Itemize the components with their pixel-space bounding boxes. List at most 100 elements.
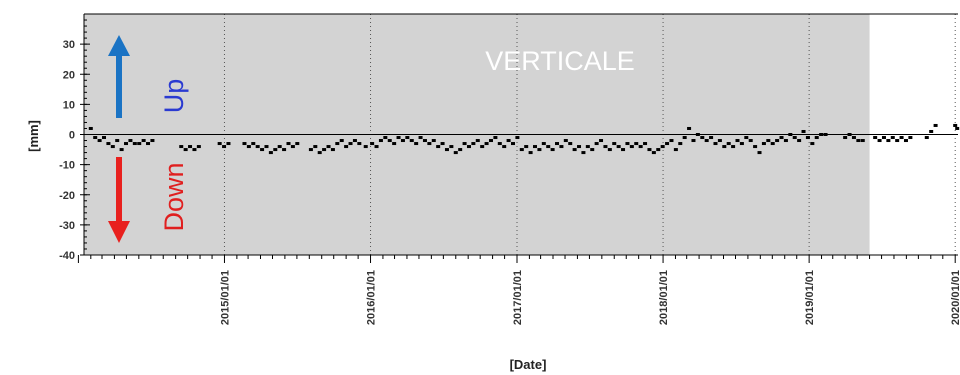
data-point <box>805 136 810 140</box>
data-point <box>188 145 193 149</box>
data-point <box>546 145 551 149</box>
data-point <box>493 136 498 140</box>
data-point <box>563 139 568 143</box>
data-point <box>761 142 766 146</box>
data-point <box>295 142 300 146</box>
data-point <box>222 145 227 149</box>
data-point <box>843 136 848 140</box>
data-point <box>246 145 251 149</box>
data-point <box>713 142 718 146</box>
data-point <box>110 145 115 149</box>
data-point <box>396 136 401 140</box>
x-tick-label: 2020/01/01 <box>950 270 960 325</box>
y-tick-label: -20 <box>59 190 75 202</box>
data-point <box>383 136 388 140</box>
data-point <box>251 142 256 146</box>
up-arrow-head <box>108 35 130 56</box>
data-point <box>585 145 590 149</box>
data-point <box>115 139 120 143</box>
data-point <box>634 142 639 146</box>
data-points <box>88 123 960 155</box>
data-point <box>405 136 410 140</box>
data-point <box>192 148 197 152</box>
data-point <box>873 136 878 140</box>
x-axis-title: [Date] <box>510 357 547 372</box>
data-point <box>691 139 696 143</box>
data-point <box>440 142 445 146</box>
data-point <box>955 126 960 130</box>
data-point <box>801 129 806 133</box>
axis-layer <box>77 13 958 263</box>
data-point <box>378 139 383 143</box>
data-point <box>537 148 542 152</box>
data-point <box>132 142 137 146</box>
x-tick-label: 2015/01/01 <box>219 270 231 325</box>
data-point <box>881 136 886 140</box>
data-point <box>497 142 502 146</box>
data-point <box>524 145 529 149</box>
data-point <box>550 148 555 152</box>
data-point <box>629 145 634 149</box>
data-point <box>124 142 129 146</box>
data-point <box>860 139 865 143</box>
data-point <box>475 139 480 143</box>
data-point <box>444 148 449 152</box>
y-axis-title: [mm] <box>26 120 41 152</box>
data-point <box>106 142 111 146</box>
data-point <box>682 136 687 140</box>
data-point <box>739 142 744 146</box>
data-point <box>717 139 722 143</box>
down-arrow-head <box>108 221 130 243</box>
data-point <box>647 148 652 152</box>
data-point <box>313 145 318 149</box>
data-point <box>93 136 98 140</box>
y-tick-label: 20 <box>63 69 75 81</box>
data-point <box>137 142 142 146</box>
data-point <box>726 142 731 146</box>
up-annotation: Up <box>108 35 189 118</box>
data-point <box>409 139 414 143</box>
down-annotation: Down <box>108 157 189 243</box>
data-point <box>621 148 626 152</box>
data-point <box>599 139 604 143</box>
data-point <box>255 145 260 149</box>
x-tick-label: 2016/01/01 <box>366 270 378 325</box>
data-point <box>370 142 375 146</box>
data-point <box>722 145 727 149</box>
data-point <box>559 145 564 149</box>
data-point <box>344 145 349 149</box>
data-point <box>392 142 397 146</box>
data-point <box>317 151 322 155</box>
data-point <box>431 139 436 143</box>
data-point <box>102 136 107 140</box>
data-point <box>519 148 524 152</box>
data-point <box>555 142 560 146</box>
data-point <box>665 142 670 146</box>
data-point <box>744 136 749 140</box>
data-point <box>480 145 485 149</box>
data-point <box>594 142 599 146</box>
data-point <box>766 139 771 143</box>
data-point <box>348 142 353 146</box>
data-point <box>656 148 661 152</box>
data-point <box>856 139 861 143</box>
data-point <box>179 145 184 149</box>
y-tick-label: 0 <box>69 130 75 142</box>
data-point <box>533 145 538 149</box>
data-point <box>515 136 520 140</box>
data-point <box>326 145 331 149</box>
data-point <box>612 142 617 146</box>
data-point <box>823 133 828 136</box>
data-point <box>753 145 758 149</box>
data-point <box>908 136 913 140</box>
data-point <box>506 139 511 143</box>
data-point <box>97 139 102 143</box>
y-tick-label: -10 <box>59 160 75 172</box>
data-point <box>797 139 802 143</box>
data-point <box>895 139 900 143</box>
data-point <box>638 145 643 149</box>
data-point <box>651 151 656 155</box>
data-point <box>273 148 278 152</box>
data-point <box>418 136 423 140</box>
